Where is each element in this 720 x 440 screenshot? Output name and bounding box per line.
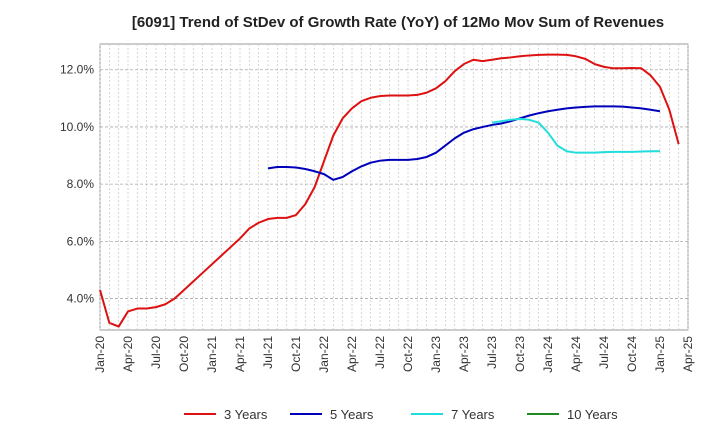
x-tick-label: Oct-20 [177,336,191,372]
y-tick-label: 10.0% [60,120,94,134]
legend-label: 7 Years [451,407,495,422]
series-line-5-years [267,105,661,181]
series-line-7-years [491,117,660,154]
plot-area [99,43,689,331]
x-tick-label: Jan-24 [541,336,555,373]
legend-label: 10 Years [567,407,618,422]
y-tick-label: 8.0% [67,177,95,191]
legend-label: 3 Years [224,407,268,422]
x-tick-label: Apr-25 [681,336,695,372]
x-tick-label: Jul-24 [597,336,611,369]
x-tick-label: Jan-25 [653,336,667,373]
x-tick-label: Jul-20 [149,336,163,369]
y-tick-label: 6.0% [67,234,95,248]
x-tick-label: Apr-24 [569,336,583,372]
x-tick-label: Jul-21 [261,336,275,369]
chart-title: [6091] Trend of StDev of Growth Rate (Yo… [132,14,664,31]
legend-label: 5 Years [330,407,374,422]
x-tick-label: Oct-21 [289,336,303,372]
x-tick-label: Oct-22 [401,336,415,372]
y-tick-label: 4.0% [67,292,95,306]
x-tick-label: Apr-23 [457,336,471,372]
x-tick-label: Jan-23 [429,336,443,373]
x-tick-label: Jan-22 [317,336,331,373]
x-tick-label: Jul-23 [485,336,499,369]
x-tick-label: Jan-20 [93,336,107,373]
x-tick-label: Oct-24 [625,336,639,372]
series-line-3-years [99,53,680,328]
x-tick-label: Apr-22 [345,336,359,372]
x-tick-label: Jul-22 [373,336,387,369]
x-tick-label: Oct-23 [513,336,527,372]
x-tick-label: Jan-21 [205,336,219,373]
y-tick-label: 12.0% [60,63,94,77]
x-tick-label: Apr-21 [233,336,247,372]
x-tick-label: Apr-20 [121,336,135,372]
